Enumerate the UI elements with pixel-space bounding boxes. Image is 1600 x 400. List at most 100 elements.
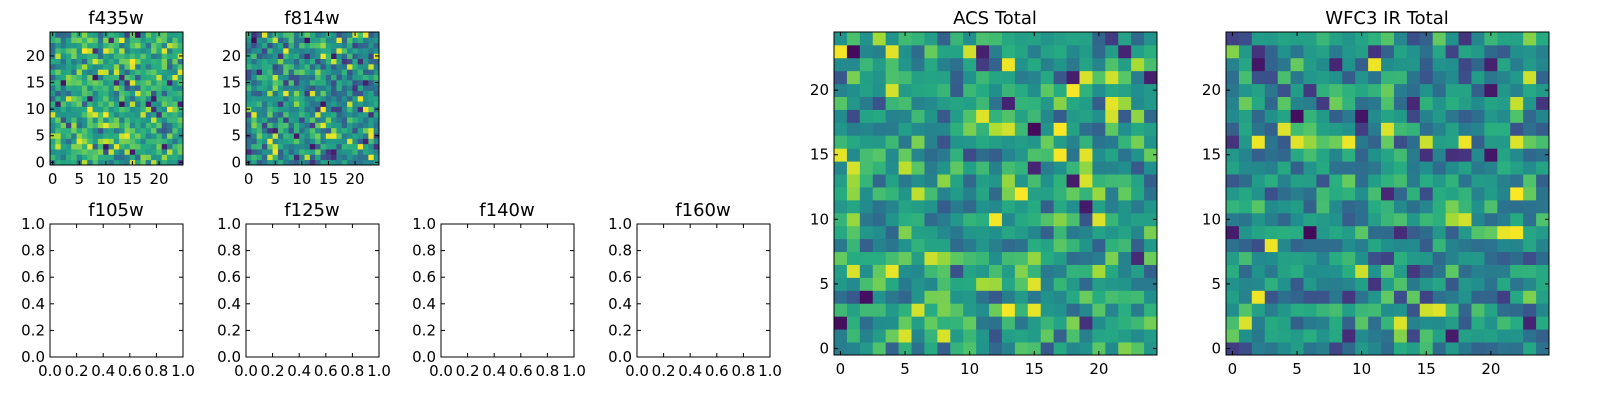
heatmap-cell <box>373 149 380 155</box>
heatmap-cell <box>1040 303 1055 317</box>
heatmap-cell <box>1264 109 1279 123</box>
heatmap-cell <box>1027 199 1042 214</box>
heatmap-cell <box>1251 70 1266 85</box>
heatmap-cell <box>885 342 899 356</box>
heatmap-cell <box>1523 57 1537 72</box>
heatmap-cell <box>976 342 990 356</box>
heatmap-cell <box>283 117 289 123</box>
heatmap-cell <box>1131 316 1145 330</box>
heatmap-cell <box>81 154 88 161</box>
heatmap-cell <box>135 37 141 44</box>
heatmap-cell <box>1040 148 1055 162</box>
heatmap-cell <box>97 138 104 145</box>
heatmap-cell <box>145 90 152 97</box>
heatmap-cell <box>989 32 1003 46</box>
heatmap-cell <box>1510 148 1524 162</box>
heatmap-cell <box>1053 225 1067 240</box>
heatmap-cell <box>950 109 964 123</box>
heatmap-cell <box>834 342 848 356</box>
heatmap-cell <box>1510 174 1524 188</box>
heatmap-cell <box>1381 148 1395 162</box>
heatmap-cell <box>81 53 88 59</box>
heatmap-cell <box>1014 32 1029 46</box>
heatmap-cell <box>872 251 887 265</box>
heatmap-cell <box>1053 342 1067 356</box>
heatmap-cell <box>1131 251 1145 265</box>
heatmap-cell <box>1092 316 1106 330</box>
heatmap-cell <box>1092 70 1106 85</box>
heatmap-cell <box>135 159 141 166</box>
heatmap-cell <box>277 106 284 113</box>
heatmap-cell <box>113 122 120 129</box>
heatmap-cell <box>1105 44 1119 59</box>
heatmap-cell <box>156 85 163 91</box>
heatmap-cell <box>1510 83 1524 97</box>
heatmap-cell <box>55 58 62 65</box>
heatmap-cell <box>1251 161 1266 175</box>
heatmap-cell <box>293 74 300 81</box>
heatmap-cell <box>911 57 925 72</box>
heatmap-cell <box>97 117 104 123</box>
heatmap-cell <box>898 264 912 278</box>
heatmap-cell <box>320 106 327 113</box>
heatmap-cell <box>834 329 848 343</box>
heatmap-cell <box>1471 225 1485 240</box>
heatmap-cell <box>267 106 273 113</box>
heatmap-cell <box>989 83 1003 97</box>
heatmap-cell <box>50 122 56 129</box>
heatmap-cell <box>331 95 337 102</box>
heatmap-cell <box>1368 225 1382 240</box>
heatmap-cell <box>1419 70 1434 85</box>
heatmap-cell <box>834 264 848 278</box>
heatmap-cell <box>299 47 305 54</box>
heatmap-cell <box>331 32 337 38</box>
heatmap-cell <box>1406 238 1421 253</box>
heatmap-cell <box>898 161 912 175</box>
heatmap-cell <box>1523 122 1537 136</box>
heatmap-cell <box>304 58 311 65</box>
heatmap-cell <box>1290 342 1304 356</box>
heatmap-cell <box>81 74 88 81</box>
heatmap-cell <box>859 290 874 304</box>
heatmap-cell <box>60 133 67 139</box>
heatmap-cell <box>911 303 925 317</box>
heatmap-cell <box>1523 225 1537 240</box>
heatmap-cell <box>156 127 163 134</box>
heatmap-cell <box>1419 44 1434 59</box>
heatmap-cell <box>1226 148 1240 162</box>
heatmap-cell <box>1510 212 1524 227</box>
heatmap-cell <box>113 32 120 38</box>
heatmap-cell <box>1510 135 1524 149</box>
heatmap-cell <box>267 149 273 155</box>
heatmap-cell <box>55 138 62 145</box>
heatmap-cell <box>267 138 273 145</box>
heatmap-cell <box>898 225 912 240</box>
heatmap-cell <box>341 106 348 113</box>
heatmap-cell <box>1458 290 1472 304</box>
heatmap-cell <box>1144 96 1158 110</box>
heatmap-cell <box>1355 251 1369 265</box>
heatmap-cell <box>1316 135 1330 149</box>
heatmap-cell <box>1303 316 1317 330</box>
heatmap-cell <box>151 111 157 118</box>
heatmap-cell <box>151 90 157 97</box>
heatmap-cell <box>1536 83 1550 97</box>
heatmap-cell <box>331 101 337 107</box>
heatmap-cell <box>352 154 359 161</box>
heatmap-cell <box>331 53 337 59</box>
heatmap-cell <box>151 53 157 59</box>
heatmap-cell <box>336 117 343 123</box>
heatmap-cell <box>924 32 938 46</box>
heatmap-cell <box>1066 44 1080 59</box>
heatmap-cell <box>1144 290 1158 304</box>
heatmap-cell <box>320 69 327 75</box>
heatmap-cell <box>898 199 912 214</box>
heatmap-cell <box>1066 70 1080 85</box>
heatmap-cell <box>368 90 375 97</box>
heatmap-cell <box>124 149 131 155</box>
heatmap-cell <box>299 138 305 145</box>
heatmap-cell <box>1368 148 1382 162</box>
heatmap-cell <box>92 101 99 107</box>
x-tick-label: 0.4 <box>482 362 506 380</box>
heatmap-cell <box>1264 187 1279 201</box>
